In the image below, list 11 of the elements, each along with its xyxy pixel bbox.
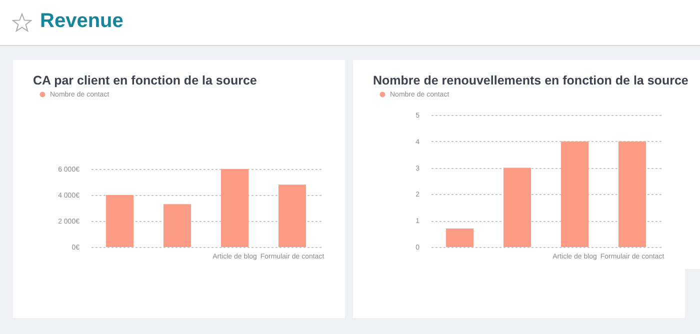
bar xyxy=(503,168,532,247)
bar xyxy=(163,204,192,247)
bar xyxy=(106,195,134,247)
bar xyxy=(618,141,646,247)
bar xyxy=(220,169,249,247)
chart-title: CA par client en fonction de la source xyxy=(33,74,257,88)
bar xyxy=(278,184,306,247)
chart-title: Nombre de renouvellements en fonction de la source xyxy=(373,74,688,88)
bar xyxy=(560,141,589,247)
bar xyxy=(446,228,474,247)
text: Revenue xyxy=(40,10,124,33)
